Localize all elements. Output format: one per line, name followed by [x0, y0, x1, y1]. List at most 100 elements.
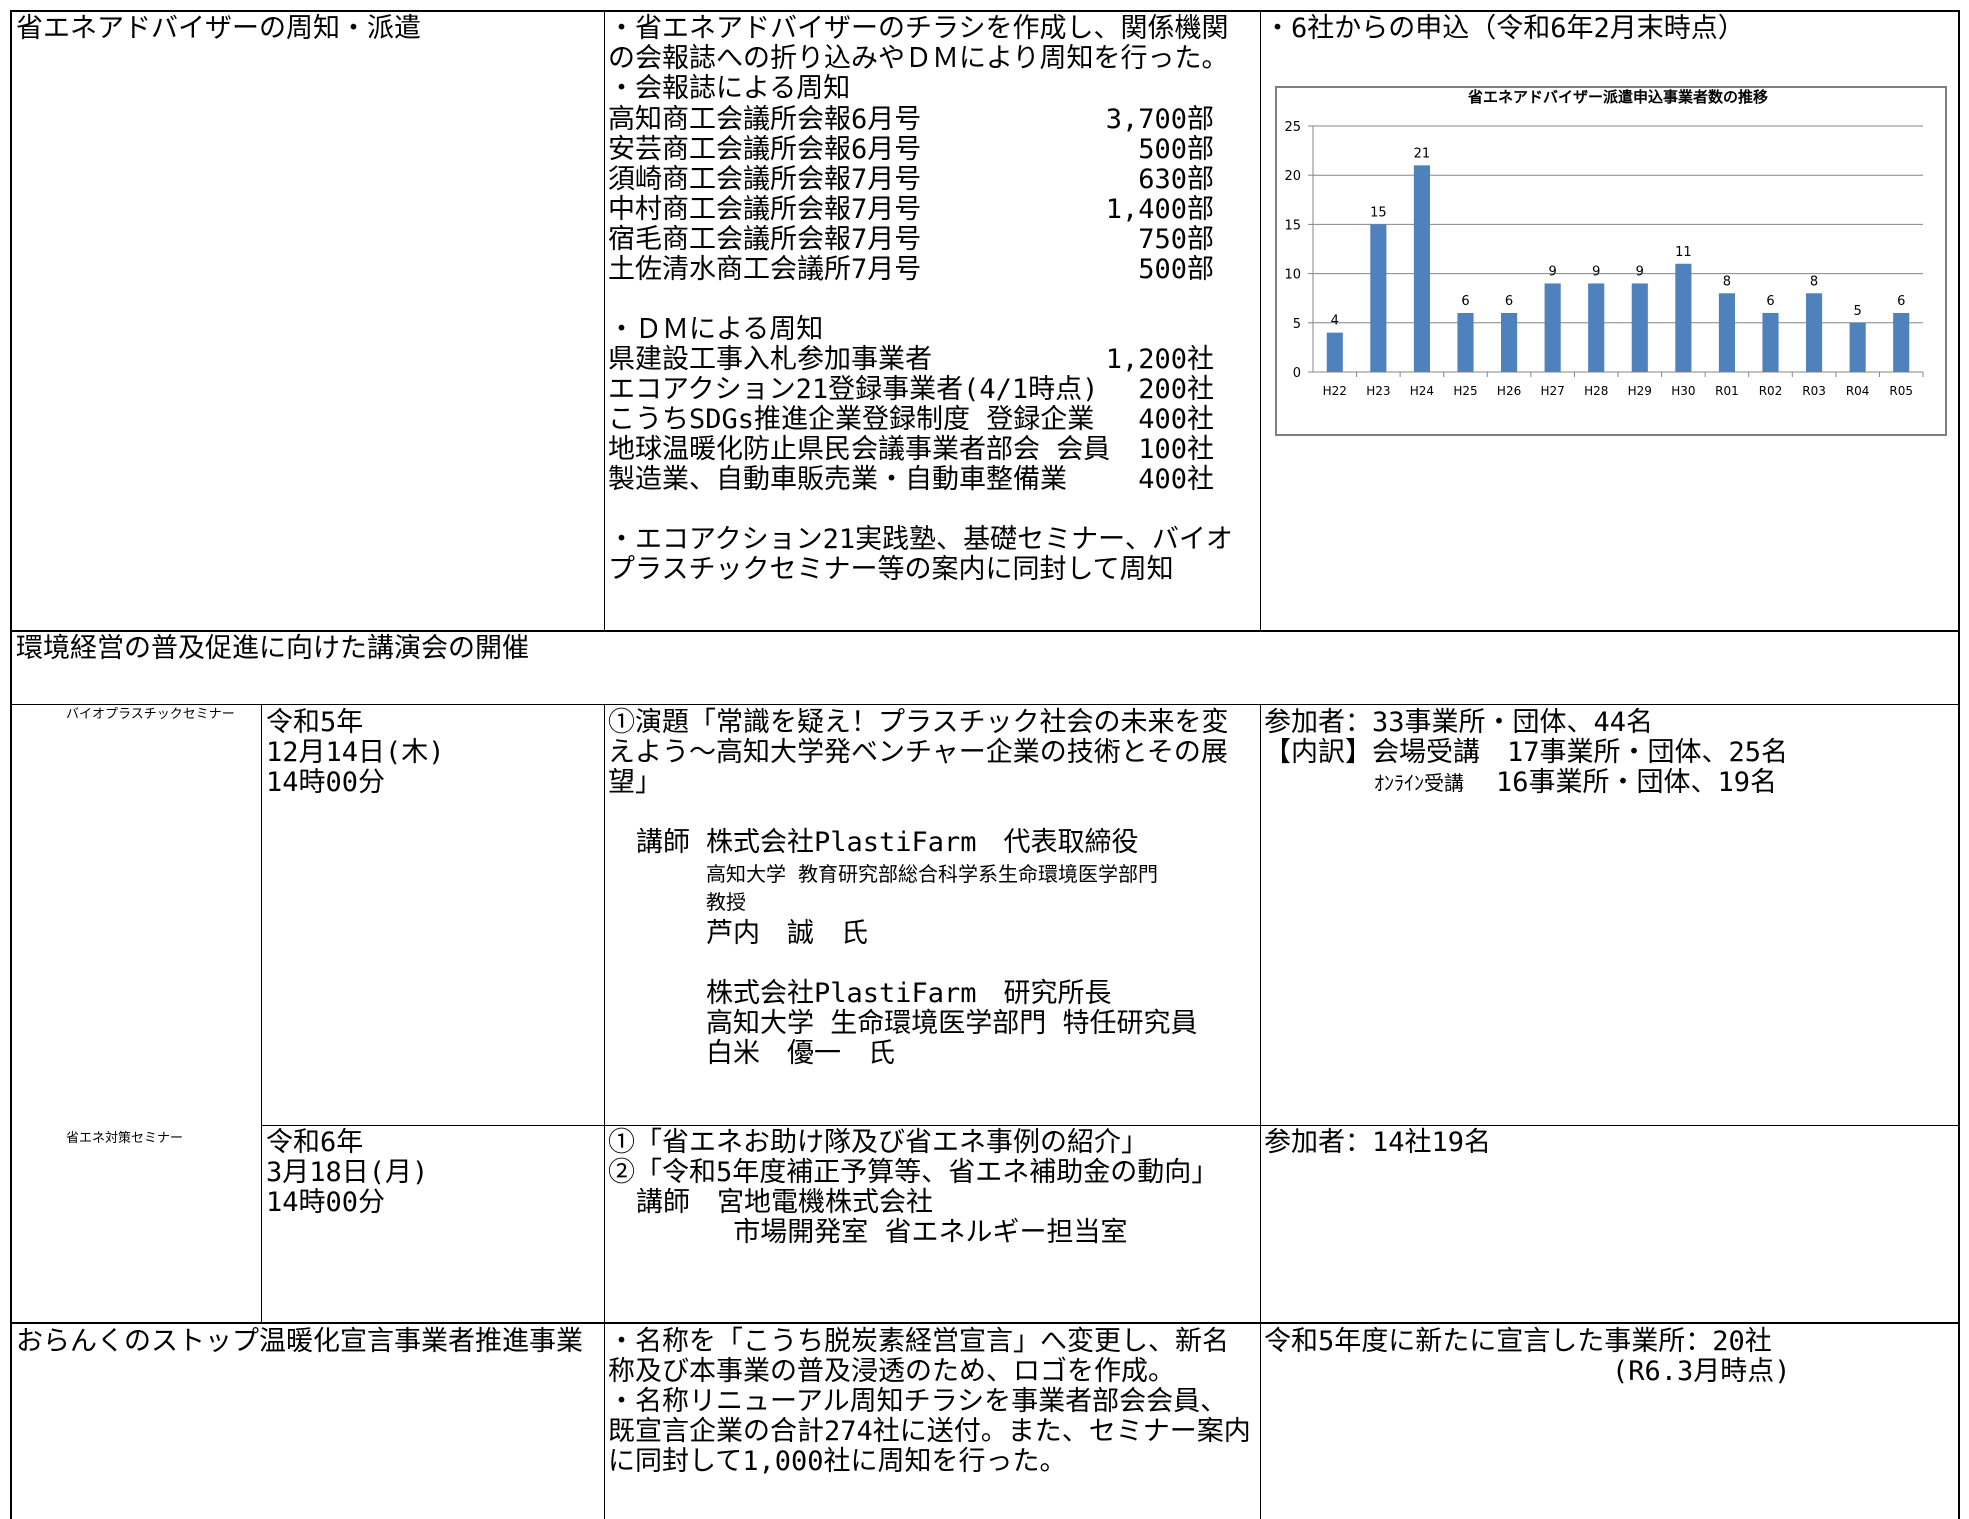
seminar1-lecturer1-affil: 高知大学 教育研究部総合科学系生命環境医学部門 教授: [706, 862, 1159, 914]
x-tick-label: R01: [1715, 384, 1739, 398]
dm-heading: ・ＤＭによる周知: [608, 314, 824, 345]
bar: [1631, 283, 1648, 372]
row2-bottom-border: [10, 1322, 1959, 1324]
bar: [1675, 263, 1692, 372]
section1-result: ・6社からの申込（令和6年2月末時点）: [1264, 13, 1745, 44]
row1-bottom-border: [10, 630, 1959, 632]
bulletin-row: 須崎商工会議所会報7月号 630部: [608, 164, 1214, 195]
y-tick-label: 10: [1284, 268, 1301, 283]
data-label: 4: [1331, 314, 1339, 329]
bar: [1762, 312, 1779, 372]
seminar-col-divider-2: [1260, 705, 1261, 1323]
seminar2-result: 参加者：14社19名: [1264, 1127, 1492, 1158]
data-label: 21: [1414, 146, 1431, 161]
data-label: 11: [1675, 245, 1692, 260]
bulletin-row: 中村商工会議所会報7月号 1,400部: [608, 194, 1214, 225]
section3-content: ・名称を「こうち脱炭素経営宣言」へ変更し、新名 称及び本事業の普及浸透のため、ロ…: [608, 1326, 1251, 1477]
x-tick-label: H24: [1410, 384, 1434, 398]
row2-header-bottom-border: [10, 704, 1959, 705]
section1-intro: ・省エネアドバイザーのチラシを作成し、関係機関 の会報誌への折り込みやＤＭにより…: [608, 13, 1229, 74]
data-label: 6: [1897, 294, 1905, 309]
data-label: 5: [1854, 304, 1862, 319]
dm-row: こうちSDGs推進企業登録制度 登録企業 400社: [608, 404, 1214, 435]
table-border-top: [10, 10, 1959, 12]
bar: [1588, 283, 1605, 372]
section3-result: 令和5年度に新たに宣言した事業所：20社: [1264, 1326, 1772, 1357]
y-tick-label: 5: [1293, 317, 1301, 332]
bulletin-row: 安芸商工会議所会報6月号 500部: [608, 134, 1214, 165]
table-border-right: [1958, 10, 1960, 1519]
bulletin-heading: ・会報誌による周知: [608, 73, 851, 104]
bulletin-row: 高知商工会議所会報6月号 3,700部: [608, 104, 1214, 135]
bar: [1457, 312, 1474, 372]
bar: [1806, 293, 1823, 372]
x-tick-label: R02: [1759, 384, 1783, 398]
col-divider-2: [1260, 10, 1261, 631]
bar: [1501, 312, 1518, 372]
x-tick-label: R03: [1802, 384, 1826, 398]
section1-title: 省エネアドバイザーの周知・派遣: [16, 13, 421, 44]
x-tick-label: H25: [1453, 384, 1477, 398]
seminar2-lecturer: 講師 宮地電機株式会社 市場開発室 省エネルギー担当室: [636, 1187, 1128, 1248]
seminar1-result-online-label: ｵﾝﾗｲﾝ受講: [1374, 771, 1464, 795]
col-divider-1: [604, 10, 605, 631]
seminar1-result-online: 16事業所・団体、19名: [1496, 767, 1778, 798]
seminar1-lecturer1-name: 芦内 誠 氏: [706, 918, 868, 949]
seminar1-lecturer-label: 講師: [636, 827, 690, 858]
seminar2-name: 省エネ対策セミナー: [66, 1131, 184, 1146]
bar: [1718, 293, 1735, 372]
bar: [1370, 224, 1387, 372]
y-tick-label: 20: [1284, 169, 1301, 184]
seminar1-lecturer1-title: 株式会社PlastiFarm 代表取締役: [706, 827, 1139, 858]
data-label: 8: [1723, 274, 1731, 289]
seminar1-lecturer2-affil: 高知大学 生命環境医学部門 特任研究員: [706, 1008, 1198, 1039]
x-tick-label: H30: [1671, 384, 1695, 398]
seminar1-result: 参加者：33事業所・団体、44名 【内訳】会場受講 17事業所・団体、25名: [1264, 707, 1789, 768]
seminar-row-divider: [261, 1125, 1959, 1126]
seminar1-name: バイオプラスチックセミナー: [66, 707, 235, 722]
table-border-left: [10, 10, 12, 1519]
date-col-divider: [261, 705, 262, 1323]
seminar-note: ・エコアクション21実践塾、基礎セミナー、バイオ プラスチックセミナー等の案内に…: [608, 524, 1233, 585]
chart-title: 省エネアドバイザー派遣申込事業者数の推移: [1467, 88, 1768, 106]
section3-result-note: (R6.3月時点): [1612, 1356, 1791, 1387]
bar: [1893, 312, 1910, 372]
x-tick-label: R04: [1846, 384, 1870, 398]
bar: [1413, 165, 1430, 372]
x-tick-label: H26: [1497, 384, 1521, 398]
data-label: 15: [1370, 205, 1387, 220]
seminar2-content: ①「省エネお助け隊及び省エネ事例の紹介」 ②「令和5年度補正予算等、省エネ補助金…: [608, 1127, 1219, 1188]
y-tick-label: 0: [1293, 366, 1301, 381]
x-tick-label: H27: [1540, 384, 1564, 398]
dm-row: エコアクション21登録事業者(4/1時点) 200社: [608, 374, 1214, 405]
bar-chart-frame: 省エネアドバイザー派遣申込事業者数の推移 0 5 10 15 20 25 4 H22 15 H23 2…: [1275, 86, 1947, 436]
data-label: 6: [1461, 294, 1469, 309]
data-label: 6: [1505, 294, 1513, 309]
bulletin-list: 高知商工会議所会報6月号 3,700部 安芸商工会議所会報6月号 500部 須崎商工…: [608, 105, 1214, 285]
dm-row: 製造業、自動車販売業・自動車整備業 400社: [608, 464, 1214, 495]
y-tick-label: 15: [1284, 218, 1301, 233]
x-tick-label: H29: [1628, 384, 1652, 398]
section3-title: おらんくのストップ温暖化宣言事業者推進事業: [16, 1326, 583, 1357]
col-divider-2-row3: [1260, 1323, 1261, 1519]
data-label: 6: [1766, 294, 1774, 309]
bar: [1544, 283, 1561, 372]
seminar1-content: ①演題「常識を疑え！プラスチック社会の未来を変 えよう～高知大学発ベンチャー企業…: [608, 707, 1229, 798]
col-divider-1-row3: [604, 1323, 605, 1519]
dm-row: 県建設工事入札参加事業者 1,200社: [608, 344, 1214, 375]
x-tick-label: H23: [1366, 384, 1390, 398]
bulletin-row: 宿毛商工会議所会報7月号 750部: [608, 224, 1214, 255]
seminar1-lecturer2-name: 白米 優一 氏: [706, 1038, 895, 1069]
section2-title: 環境経営の普及促進に向けた講演会の開催: [16, 633, 529, 664]
data-label: 9: [1636, 264, 1644, 279]
x-tick-label: H28: [1584, 384, 1608, 398]
x-tick-label: H22: [1323, 384, 1347, 398]
seminar-col-divider-1: [604, 705, 605, 1323]
data-label: 8: [1810, 274, 1818, 289]
data-label: 9: [1592, 264, 1600, 279]
x-tick-label: R05: [1889, 384, 1913, 398]
bulletin-row: 土佐清水商工会議所7月号 500部: [608, 254, 1214, 285]
seminar1-date: 令和5年 12月14日(木) 14時00分: [266, 707, 445, 798]
seminar2-date: 令和6年 3月18日(月) 14時00分: [266, 1127, 429, 1218]
seminar1-lecturer2-title: 株式会社PlastiFarm 研究所長: [706, 978, 1112, 1009]
